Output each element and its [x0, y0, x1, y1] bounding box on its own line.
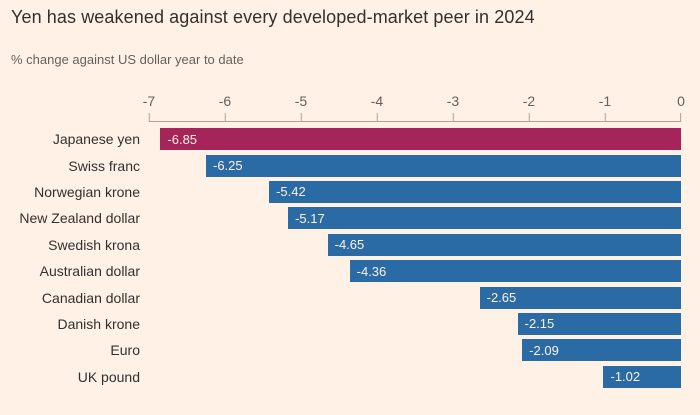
bar: -1.02 [603, 365, 681, 388]
bar-row: New Zealand dollar -5.17 [0, 205, 681, 231]
axis-tick: -4 [371, 93, 383, 122]
bar-row: Canadian dollar -2.65 [0, 284, 681, 310]
bar-track: -6.85 [149, 128, 681, 151]
category-label: Australian dollar [39, 263, 140, 280]
axis-tick-mark [224, 113, 226, 122]
bar-value-label: -4.36 [356, 263, 387, 279]
bar: -2.65 [479, 286, 681, 309]
bar-value-label: -6.25 [213, 158, 243, 174]
bar-track: -2.09 [149, 339, 681, 362]
category-label: Norwegian krone [34, 183, 140, 200]
axis-tick-mark [528, 113, 530, 122]
x-axis-line [149, 121, 681, 122]
bar: -6.85 [160, 128, 681, 151]
bar-row: UK pound -1.02 [0, 364, 681, 390]
category-label: Swiss franc [68, 157, 140, 174]
bar-row: Swiss franc -6.25 [0, 152, 681, 178]
bar: -4.65 [327, 233, 681, 256]
bar: -5.17 [288, 207, 681, 230]
bar-row: Danish krone -2.15 [0, 311, 681, 337]
axis-tick-mark [300, 113, 302, 122]
bar-value-label: -6.85 [167, 131, 198, 147]
axis-tick-label: 0 [677, 93, 685, 109]
axis-tick: -3 [447, 93, 459, 122]
bar-rows: Japanese yen -6.85 Swiss franc -6.25 Norwegi… [0, 126, 681, 390]
bar-row: Australian dollar -4.36 [0, 258, 681, 284]
x-axis: -7 -6 -5 -4 -3 -2 -1 0 [143, 92, 685, 122]
bar-value-label: -2.09 [529, 342, 559, 358]
bar-track: -5.42 [149, 180, 681, 203]
bar-value-label: -4.65 [334, 237, 365, 253]
axis-tick-mark [452, 113, 454, 122]
bar-value-label: -1.02 [610, 369, 641, 385]
axis-tick: -6 [219, 93, 231, 122]
category-label: UK pound [77, 368, 140, 385]
bar-track: -2.65 [149, 286, 681, 309]
bar-row: Euro -2.09 [0, 337, 681, 363]
bar: -2.09 [522, 339, 681, 362]
category-label: Swedish krona [48, 236, 140, 253]
bar: -5.42 [269, 180, 681, 203]
chart-subtitle: % change against US dollar year to date [11, 52, 244, 67]
axis-tick: 0 [677, 93, 685, 122]
bar: -4.36 [349, 260, 681, 283]
axis-tick-label: -2 [522, 93, 536, 109]
axis-tick-mark [376, 113, 378, 122]
axis-tick-mark [680, 113, 682, 122]
bar: -6.25 [206, 154, 681, 177]
bar-track: -6.25 [149, 154, 681, 177]
axis-tick: -1 [599, 93, 611, 122]
bar-track: -2.15 [149, 312, 681, 335]
category-label: Euro [110, 342, 140, 359]
bar-track: -4.65 [149, 233, 681, 256]
axis-tick: -5 [295, 93, 307, 122]
bar-value-label: -2.65 [486, 290, 517, 306]
bar-value-label: -5.17 [295, 210, 325, 226]
category-label: Canadian dollar [41, 289, 140, 306]
axis-tick-mark [148, 113, 150, 122]
axis-tick: -7 [143, 93, 155, 122]
axis-tick-label: -1 [598, 93, 612, 109]
axis-tick-label: -3 [446, 93, 460, 109]
category-label: Danish krone [57, 315, 141, 332]
bar-track: -1.02 [149, 365, 681, 388]
bar-row: Japanese yen -6.85 [0, 126, 681, 152]
bar-track: -4.36 [149, 260, 681, 283]
chart-title: Yen has weakened against every developed… [11, 7, 535, 27]
axis-tick-label: -6 [218, 93, 232, 109]
axis-tick-label: -4 [370, 93, 384, 109]
category-label: Japanese yen [52, 131, 140, 148]
bar-value-label: -5.42 [276, 184, 306, 200]
axis-tick-mark [604, 113, 606, 122]
axis-tick-label: -5 [294, 93, 308, 109]
axis-tick-label: -7 [142, 93, 156, 109]
category-label: New Zealand dollar [19, 210, 140, 227]
bar-row: Norwegian krone -5.42 [0, 179, 681, 205]
bar-value-label: -2.15 [524, 316, 555, 332]
bar: -2.15 [517, 312, 681, 335]
bar-row: Swedish krona -4.65 [0, 232, 681, 258]
bar-track: -5.17 [149, 207, 681, 230]
axis-tick: -2 [523, 93, 535, 122]
